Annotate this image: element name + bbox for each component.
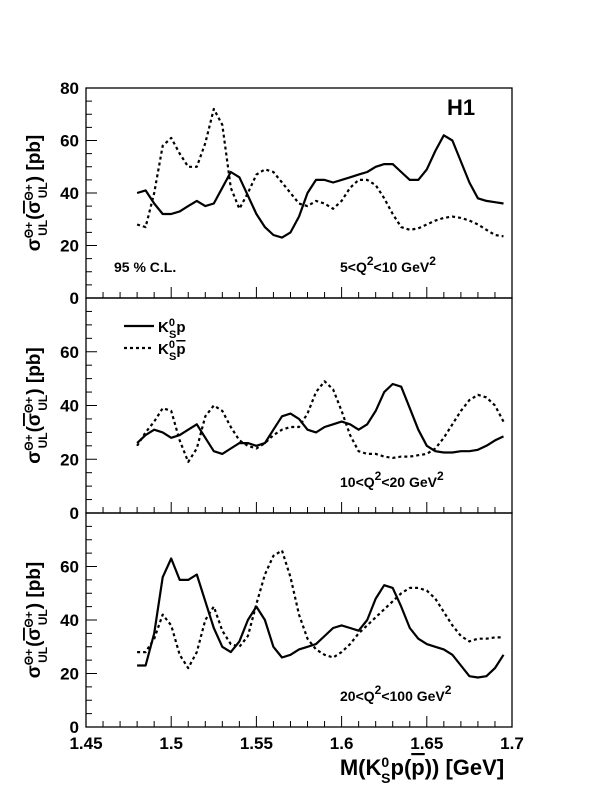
y-tick-label: 60 xyxy=(60,558,79,577)
y-tick-label: 0 xyxy=(70,504,79,523)
series-solid-line xyxy=(136,382,504,455)
y-tick-label: 60 xyxy=(60,343,79,362)
confidence-level-label: 95 % C.L. xyxy=(114,259,176,275)
panel-frame xyxy=(85,297,513,514)
y-axis-title: σΘ+UL(σΘ+UL) [pb] xyxy=(22,135,50,252)
q2-range-label: 10<Q2<20 GeV2 xyxy=(340,469,444,490)
y-tick-label: 0 xyxy=(70,289,79,308)
panel-3: 0 20 40 60 σΘ+UL(σΘ+UL) [pb] 20<Q2<100 GeV2 xyxy=(22,512,513,737)
x-tick-label: 1.6 xyxy=(330,734,354,753)
series-dashed-line xyxy=(136,107,504,238)
panel-1: 0 20 40 60 80 σΘ+UL(σΘ+UL) [pb] 95 % C.L. 5<Q2<… xyxy=(22,79,513,308)
x-tick-label: 1.55 xyxy=(240,734,273,753)
y-tick-label: 40 xyxy=(60,184,79,203)
y-tick-label: 20 xyxy=(60,665,79,684)
y-tick-label: 40 xyxy=(60,397,79,416)
x-tick-label: 1.7 xyxy=(500,734,524,753)
series-solid-line xyxy=(137,557,505,679)
series-solid-line xyxy=(136,134,504,239)
y-tick-label: 20 xyxy=(60,237,79,256)
y-tick-label: 60 xyxy=(60,132,79,151)
x-tick-label: 1.45 xyxy=(69,734,102,753)
y-tick-label: 0 xyxy=(70,718,79,737)
q2-range-label: 20<Q2<100 GeV2 xyxy=(340,683,452,704)
legend-entry-1: K0 Sp xyxy=(158,317,185,341)
series-dashed-line xyxy=(137,549,504,670)
y-tick-label: 40 xyxy=(60,611,79,630)
y-tick-label: 80 xyxy=(60,79,79,98)
y-axis-title: σΘ+UL(σΘ+UL) [pb] xyxy=(22,347,50,464)
panel-2: 0 20 40 60 σΘ+UL(σΘ+UL) [pb] 10<Q2<20 GeV2 xyxy=(22,297,513,523)
h1-logo: H1 xyxy=(447,95,475,120)
panels: 0 20 40 60 80 σΘ+UL(σΘ+UL) [pb] 95 % C.L. 5<Q2<… xyxy=(22,79,513,737)
x-tick-label: 1.65 xyxy=(410,734,443,753)
x-axis: 1.45 1.5 1.55 1.6 1.65 1.7 xyxy=(69,734,523,753)
series-dashed-line xyxy=(136,380,505,463)
x-axis-title: M(K0 Sp(p)) [GeV] xyxy=(340,754,504,786)
y-axis-title: σΘ+UL(σΘ+UL) [pb] xyxy=(22,562,50,679)
x-tick-label: 1.5 xyxy=(159,734,183,753)
y-tick-label: 20 xyxy=(60,450,79,469)
q2-range-label: 5<Q2<10 GeV2 xyxy=(340,254,436,275)
legend-entry-2: K0 Sp xyxy=(158,339,185,363)
